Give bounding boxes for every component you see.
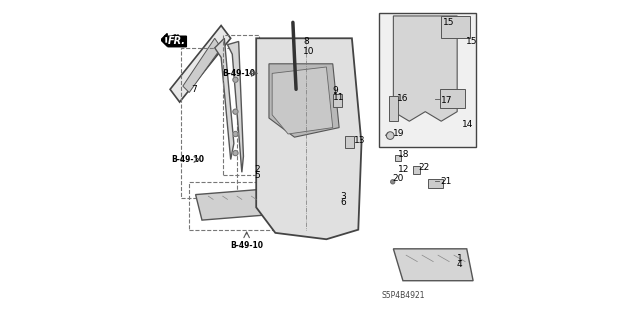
Polygon shape <box>170 26 230 102</box>
Text: 15: 15 <box>466 37 477 46</box>
Polygon shape <box>183 38 221 93</box>
Text: 6: 6 <box>340 198 346 207</box>
Text: 9: 9 <box>333 86 339 95</box>
Circle shape <box>233 109 238 114</box>
Text: 21: 21 <box>440 177 452 186</box>
Polygon shape <box>256 38 362 239</box>
Text: ✓: ✓ <box>383 132 390 137</box>
Circle shape <box>233 131 238 137</box>
Text: FR.: FR. <box>168 36 186 47</box>
Text: 10: 10 <box>303 47 315 56</box>
Bar <box>189 182 282 230</box>
Polygon shape <box>227 41 243 172</box>
Text: 16: 16 <box>397 94 409 103</box>
Text: 3: 3 <box>340 192 346 201</box>
Polygon shape <box>394 249 473 281</box>
Bar <box>428 179 443 188</box>
Polygon shape <box>272 67 333 134</box>
Bar <box>344 136 354 148</box>
Text: 7: 7 <box>191 85 196 94</box>
Circle shape <box>390 180 395 184</box>
Text: 15: 15 <box>444 18 455 27</box>
Text: 20: 20 <box>392 174 404 183</box>
Bar <box>181 48 237 198</box>
Polygon shape <box>388 96 398 121</box>
Text: 22: 22 <box>418 163 429 172</box>
FancyArrow shape <box>161 33 167 46</box>
Bar <box>395 155 401 161</box>
Text: 13: 13 <box>355 136 366 145</box>
Text: 17: 17 <box>441 96 452 105</box>
Circle shape <box>387 132 394 139</box>
Text: 14: 14 <box>462 120 474 129</box>
Polygon shape <box>440 89 465 108</box>
Text: 5: 5 <box>255 171 260 180</box>
Text: 12: 12 <box>398 165 410 174</box>
Polygon shape <box>196 188 282 220</box>
Text: 19: 19 <box>394 130 405 138</box>
Polygon shape <box>441 16 470 38</box>
Text: 4: 4 <box>456 260 462 269</box>
Text: 8: 8 <box>303 37 309 46</box>
Bar <box>223 35 259 175</box>
Circle shape <box>233 151 238 156</box>
Bar <box>333 94 342 107</box>
Text: 1: 1 <box>456 254 462 263</box>
Bar <box>379 13 476 147</box>
Text: B-49-10: B-49-10 <box>171 155 204 164</box>
Text: B-49-10: B-49-10 <box>222 69 255 78</box>
Text: S5P4B4921: S5P4B4921 <box>381 291 425 300</box>
Bar <box>413 166 420 174</box>
Text: 2: 2 <box>255 165 260 174</box>
Polygon shape <box>394 16 457 121</box>
Text: 11: 11 <box>333 93 344 102</box>
Text: 18: 18 <box>398 150 410 159</box>
Polygon shape <box>269 64 339 137</box>
Text: B-49-10: B-49-10 <box>230 241 263 250</box>
Circle shape <box>233 77 238 82</box>
Polygon shape <box>215 38 234 160</box>
